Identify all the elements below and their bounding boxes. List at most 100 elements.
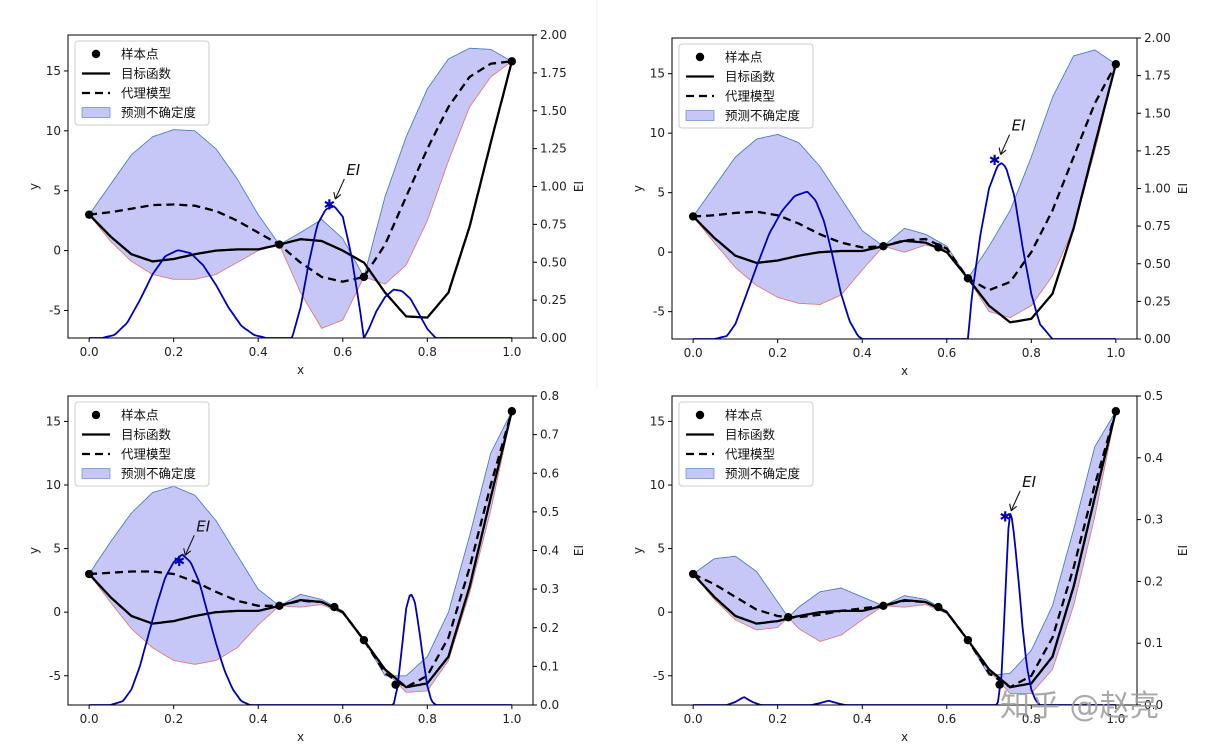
ei-arrow (1000, 134, 1011, 155)
sample-point (1111, 407, 1121, 416)
legend-label: 预测不确定度 (725, 466, 801, 481)
ei-max-marker: ✱ (323, 198, 335, 214)
objective-line (692, 63, 1118, 324)
ei-line (89, 205, 512, 338)
y2-tick-label: 1.00 (540, 180, 567, 194)
sample-point (84, 569, 94, 579)
legend-uncertainty-marker (81, 468, 111, 479)
chart-panel-2: ✱ EI 0.0 0.2 0.4 0.6 0.8 1.0 -5 0 5 10 15 0.00 0.25 0.5… (631, 31, 1190, 378)
legend-box (74, 40, 210, 126)
axes-frame (671, 395, 1138, 706)
uncertainty-lower-edge (88, 60, 513, 329)
y-tick-label: 15 (650, 414, 665, 428)
ei-annotation: EI (1022, 473, 1036, 491)
y2-tick-label: 0.5 (1144, 389, 1163, 403)
ei-arrow-head (1009, 503, 1018, 512)
y-tick-label: 5 (53, 542, 61, 556)
legend-label: 样本点 (121, 47, 159, 62)
y2-tick-label: 0.7 (540, 428, 559, 442)
x-tick-label: 0.2 (164, 345, 183, 359)
legend-label: 样本点 (725, 50, 763, 65)
y2-tick-label: 2.00 (1144, 31, 1171, 45)
y2-tick-label: 0.50 (540, 255, 567, 269)
sample-point (934, 602, 943, 612)
y2-tick-label: 0.5 (540, 505, 559, 519)
legend-box (678, 43, 814, 129)
ei-arrow (184, 535, 195, 556)
y2-tick-label: 0.75 (1144, 219, 1171, 233)
y-tick-label: -5 (653, 305, 665, 319)
uncertainty-lower-edge (88, 411, 513, 693)
y-tick-label: 0 (657, 245, 665, 259)
ei-arrow (334, 178, 345, 200)
ei-annotation: EI (346, 161, 360, 179)
ei-arrow-head (183, 548, 192, 556)
ei-arrow-head (998, 147, 1007, 155)
y-axis-label: y (631, 547, 645, 554)
x-tick-label: 0.2 (768, 346, 787, 360)
y-tick-label: 10 (46, 124, 61, 138)
legend-uncertainty-marker (81, 107, 111, 118)
sample-point (963, 274, 973, 283)
y-axis-label: y (27, 547, 41, 554)
ei-max-marker: ✱ (999, 509, 1011, 525)
y2-tick-label: 0.50 (1144, 257, 1171, 271)
y2-tick-label: 0.25 (540, 293, 567, 307)
ei-line (693, 162, 1116, 339)
x-tick-label: 0.4 (249, 345, 268, 359)
y-tick-label: 0 (657, 605, 665, 619)
sample-point (391, 680, 400, 689)
legend-label: 样本点 (725, 408, 763, 423)
legend-label: 样本点 (121, 408, 159, 423)
sample-point (84, 210, 94, 219)
sample-point (359, 272, 369, 282)
y2-tick-label: 0.6 (540, 466, 559, 480)
sample-point (879, 242, 888, 251)
surrogate-line (693, 63, 1117, 292)
y-axis-label: y (27, 183, 41, 190)
y2-tick-label: 1.00 (1144, 182, 1171, 196)
y-tick-label: 10 (650, 126, 665, 140)
x-tick-label: 0.6 (333, 345, 352, 359)
uncertainty-upper-edge (88, 411, 513, 677)
ei-max-marker: ✱ (989, 153, 1001, 169)
y2-tick-label: 0.4 (540, 544, 559, 558)
objective-line (88, 411, 514, 689)
x-tick-label: 1.0 (1106, 346, 1125, 360)
x-tick-label: 0.2 (768, 712, 787, 726)
x-axis-label: x (901, 364, 908, 378)
ei-line (89, 553, 512, 705)
surrogate-line (692, 410, 1118, 689)
legend-label: 目标函数 (725, 427, 776, 442)
y2-tick-label: 0.1 (540, 659, 559, 673)
legend-uncertainty-marker (685, 468, 715, 479)
ei-annotation: EI (196, 517, 210, 535)
y2-tick-label: 2.00 (540, 28, 567, 42)
uncertainty-upper-edge (692, 411, 1117, 677)
y-tick-label: 0 (53, 244, 61, 258)
legend-label: 代理模型 (725, 447, 775, 462)
x-tick-label: 0.4 (853, 712, 872, 726)
legend-label: 目标函数 (725, 69, 776, 84)
legend-label: 代理模型 (121, 447, 171, 462)
x-tick-label: 0.6 (937, 346, 956, 360)
legend-sample-marker (695, 52, 705, 62)
plot-area (88, 47, 514, 338)
y2-tick-label: 0.25 (1144, 294, 1171, 308)
sample-point (1111, 59, 1121, 69)
x-tick-label: 0.8 (418, 712, 437, 726)
y-tick-label: 5 (53, 184, 61, 198)
x-tick-label: 1.0 (502, 345, 521, 359)
legend-sample-marker (91, 410, 101, 420)
y2-tick-label: 0.00 (540, 331, 567, 345)
legend-label: 目标函数 (121, 427, 172, 442)
uncertainty-band (693, 411, 1116, 694)
x-tick-label: 1.0 (1106, 712, 1125, 726)
y2-axis-label: EI (572, 181, 586, 192)
watermark-text: 知乎 @赵亮 (1000, 689, 1160, 724)
sample-point (995, 680, 1004, 689)
y-tick-label: 5 (657, 542, 665, 556)
